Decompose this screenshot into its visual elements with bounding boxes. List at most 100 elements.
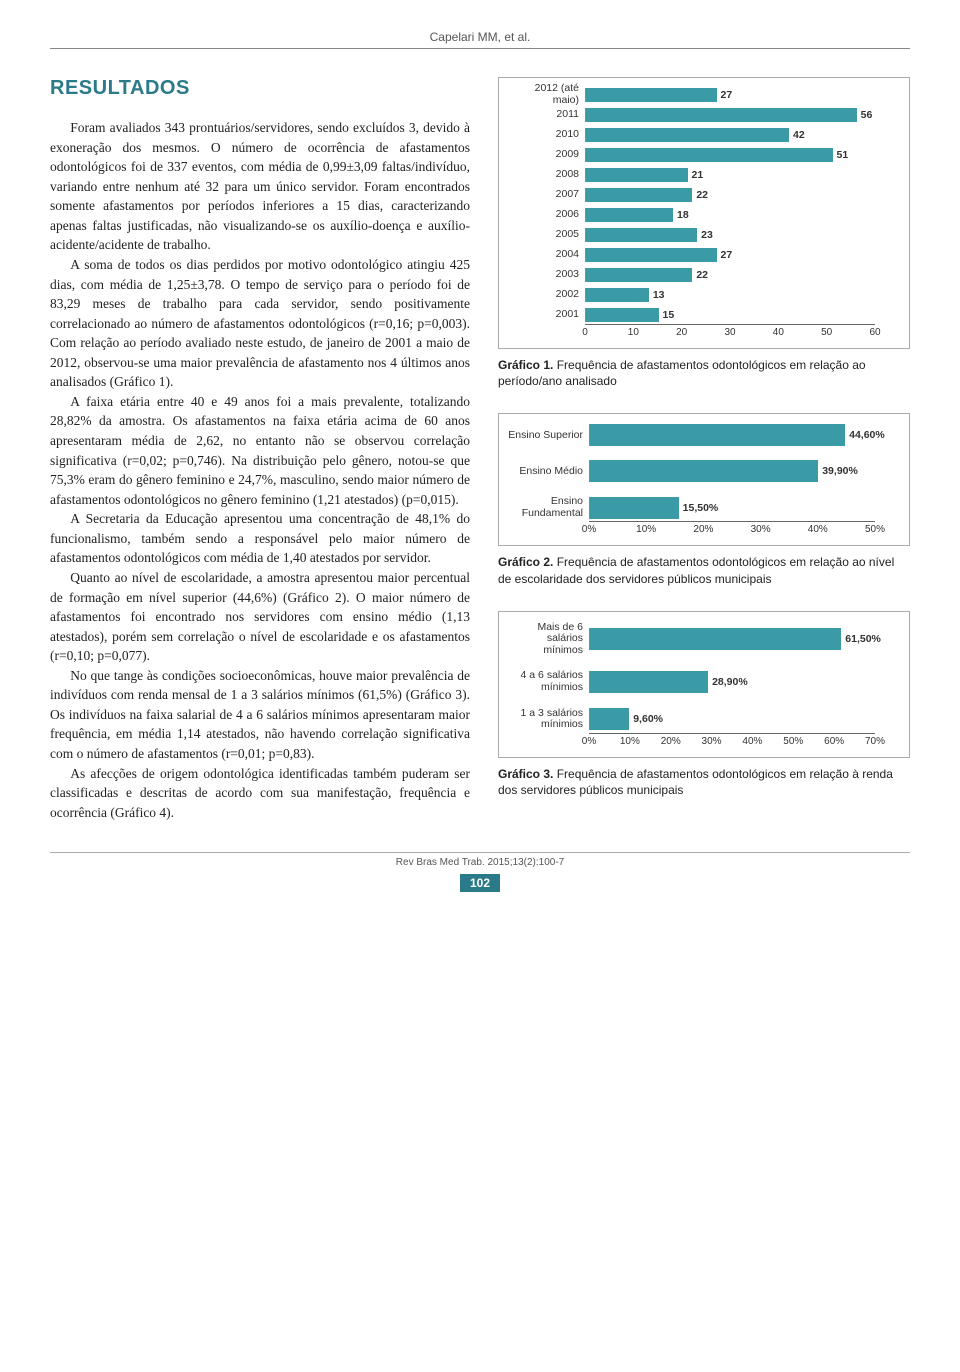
bar-row: 2001 15 — [507, 308, 901, 322]
bar-label: 2012 (até maio) — [507, 83, 585, 106]
bar-label: 2001 — [507, 309, 585, 321]
bar — [590, 628, 841, 650]
bar-label: 2004 — [507, 249, 585, 261]
x-tick: 10% — [620, 736, 640, 747]
footer: Rev Bras Med Trab. 2015;13(2):100-7 102 — [50, 852, 910, 892]
chart-1-caption: Gráfico 1. Frequência de afastamentos od… — [498, 357, 910, 389]
footer-page-number: 102 — [50, 874, 910, 892]
bar-track: 15,50% — [589, 497, 901, 519]
bar-value-label: 15 — [663, 309, 675, 321]
paragraph: A Secretaria da Educação apresentou uma … — [50, 509, 470, 568]
bar-row: 200821 — [507, 168, 901, 182]
bar — [586, 108, 857, 122]
x-tick: 50% — [865, 524, 885, 535]
bar-label: Ensino Médio — [507, 466, 589, 478]
bar-value-label: 23 — [701, 229, 713, 241]
chart-1: 2012 (até maio)2720115620104220095120082… — [498, 77, 910, 349]
bar-value-label: 51 — [837, 149, 849, 161]
bar-track: 18 — [585, 208, 901, 222]
bar-row: 200618 — [507, 208, 901, 222]
bar-label: 4 a 6 salários mínimios — [507, 670, 589, 693]
bar — [586, 268, 692, 282]
x-tick: 50% — [783, 736, 803, 747]
bar — [586, 228, 697, 242]
bar-track: 28,90% — [589, 671, 901, 693]
paragraph: A soma de todos os dias perdidos por mot… — [50, 255, 470, 392]
bar-track: 27 — [585, 248, 901, 262]
bar-row: 2009 51 — [507, 148, 901, 162]
bar-track: 27 — [585, 88, 901, 102]
x-tick: 60% — [824, 736, 844, 747]
right-column: 2012 (até maio)2720115620104220095120082… — [498, 77, 910, 822]
bar-value-label: 9,60% — [633, 713, 663, 725]
bar-value-label: 22 — [696, 189, 708, 201]
bar-row: 4 a 6 salários mínimios 28,90% — [507, 670, 901, 693]
bar-label: 2008 — [507, 169, 585, 181]
bar-label: 2002 — [507, 289, 585, 301]
bar-row: 2005 23 — [507, 228, 901, 242]
paragraph: Quanto ao nível de escolaridade, a amost… — [50, 568, 470, 666]
paragraph: As afecções de origem odontológica ident… — [50, 764, 470, 823]
caption-bold: Gráfico 3. — [498, 767, 553, 781]
chart-3-caption: Gráfico 3. Frequência de afastamentos od… — [498, 766, 910, 798]
x-tick: 70% — [865, 736, 885, 747]
bar-label: Ensino Fundamental — [507, 496, 589, 519]
x-tick: 40% — [742, 736, 762, 747]
bar — [586, 188, 692, 202]
chart-3: Mais de 6 salários mínimos61,50%4 a 6 sa… — [498, 611, 910, 758]
bar — [590, 671, 708, 693]
bar-row: 1 a 3 salários mínimios 9,60% — [507, 708, 901, 731]
bar-track: 39,90% — [589, 460, 901, 482]
bar — [586, 288, 649, 302]
bar-track: 15 — [585, 308, 901, 322]
bar — [586, 88, 717, 102]
bar-row: Ensino Médio39,90% — [507, 460, 901, 482]
bar-value-label: 27 — [721, 89, 733, 101]
x-tick: 20% — [693, 524, 713, 535]
bar-label: Ensino Superior — [507, 430, 589, 442]
two-column-layout: RESULTADOS Foram avaliados 343 prontuári… — [50, 77, 910, 822]
x-axis: 0%10%20%30%40%50%60%70% — [589, 733, 875, 749]
bar-track: 22 — [585, 268, 901, 282]
bar — [586, 308, 659, 322]
bar-row: Mais de 6 salários mínimos61,50% — [507, 622, 901, 657]
bar-row: 200322 — [507, 268, 901, 282]
bar-track: 44,60% — [589, 424, 901, 446]
bar — [590, 497, 679, 519]
bar-value-label: 27 — [721, 249, 733, 261]
section-title: RESULTADOS — [50, 77, 470, 100]
bar-label: Mais de 6 salários mínimos — [507, 622, 589, 657]
bar-row: 200722 — [507, 188, 901, 202]
bar-value-label: 42 — [793, 129, 805, 141]
header-author: Capelari MM, et al. — [50, 30, 910, 44]
caption-text: Frequência de afastamentos odontológicos… — [498, 767, 893, 797]
x-tick: 40% — [808, 524, 828, 535]
paragraph: Foram avaliados 343 prontuários/servidor… — [50, 118, 470, 255]
bar-row: 2004 27 — [507, 248, 901, 262]
bar — [590, 460, 818, 482]
x-tick: 50 — [821, 327, 832, 338]
bar-row: 200213 — [507, 288, 901, 302]
bar-label: 2005 — [507, 229, 585, 241]
x-tick: 0% — [582, 736, 596, 747]
bar-track: 61,50% — [589, 628, 901, 650]
chart-2: Ensino Superior44,60%Ensino Médio39,90%E… — [498, 413, 910, 546]
header-rule — [50, 48, 910, 49]
x-tick: 10% — [636, 524, 656, 535]
x-tick: 30% — [751, 524, 771, 535]
paragraph: A faixa etária entre 40 e 49 anos foi a … — [50, 392, 470, 509]
bar-row: Ensino Superior 44,60% — [507, 424, 901, 446]
bar-value-label: 44,60% — [849, 429, 885, 441]
caption-bold: Gráfico 1. — [498, 358, 553, 372]
bar-label: 1 a 3 salários mínimios — [507, 708, 589, 731]
x-tick: 30% — [702, 736, 722, 747]
paragraph: No que tange às condições socioeconômica… — [50, 666, 470, 764]
x-tick: 30 — [724, 327, 735, 338]
bar-track: 22 — [585, 188, 901, 202]
body-text: Foram avaliados 343 prontuários/servidor… — [50, 118, 470, 822]
bar-track: 56 — [585, 108, 901, 122]
bar-value-label: 15,50% — [683, 502, 719, 514]
bar-label: 2009 — [507, 149, 585, 161]
bar-row: 2012 (até maio)27 — [507, 88, 901, 102]
bar-value-label: 28,90% — [712, 676, 748, 688]
